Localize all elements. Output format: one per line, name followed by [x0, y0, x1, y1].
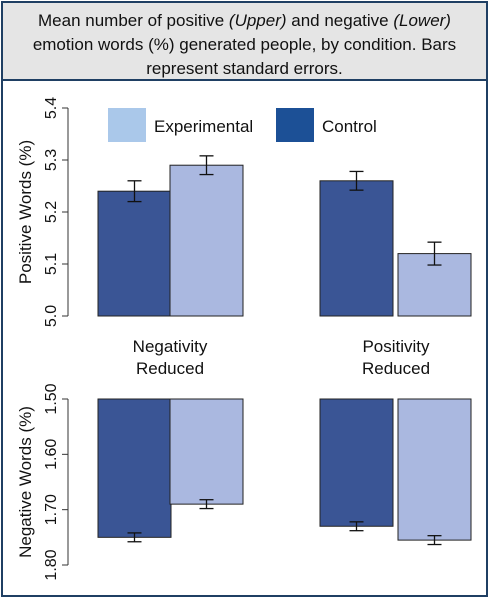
legend-label-experimental: Experimental	[154, 117, 253, 136]
upper-bar-experimental-1	[169, 164, 244, 317]
lower-y-tick-label: 1.60	[43, 439, 60, 470]
legend-swatch-control	[276, 108, 314, 142]
upper-y-tick-label: 5.0	[43, 305, 60, 327]
upper-bar-control-2	[319, 180, 394, 317]
lower-y-tick-label: 1.50	[43, 383, 60, 414]
caption-text-2: and negative	[286, 11, 394, 30]
upper-bar-control-1	[97, 190, 172, 317]
group-label-1: Negativity	[133, 337, 208, 356]
upper-y-tick-label: 5.3	[43, 149, 60, 171]
caption-lower: (Lower)	[393, 11, 451, 30]
caption-text-3: emotion words (%) generated people, by c…	[32, 35, 457, 78]
lower-bar-control-2	[319, 398, 394, 527]
group-label-2: Reduced	[362, 359, 430, 378]
lower-y-tick-label: 1.70	[43, 494, 60, 525]
upper-y-tick-label: 5.4	[43, 97, 60, 119]
upper-y-tick-label: 5.1	[43, 253, 60, 275]
lower-bar-experimental-1	[169, 398, 244, 505]
upper-y-tick-label: 5.2	[43, 201, 60, 223]
figure-caption: Mean number of positive (Upper) and nega…	[3, 3, 486, 81]
caption-text-1: Mean number of positive	[38, 11, 229, 30]
lower-y-axis-title: Negative Words (%)	[16, 406, 35, 558]
group-label-1: Reduced	[136, 359, 204, 378]
lower-y-tick-label: 1.80	[43, 549, 60, 580]
group-label-2: Positivity	[362, 337, 430, 356]
caption-upper: (Upper)	[228, 11, 287, 30]
upper-y-axis-title: Positive Words (%)	[16, 140, 35, 284]
legend-swatch-experimental	[108, 108, 146, 142]
legend-label-control: Control	[322, 117, 377, 136]
lower-bar-experimental-2	[397, 398, 472, 541]
lower-bar-control-1	[97, 398, 172, 538]
